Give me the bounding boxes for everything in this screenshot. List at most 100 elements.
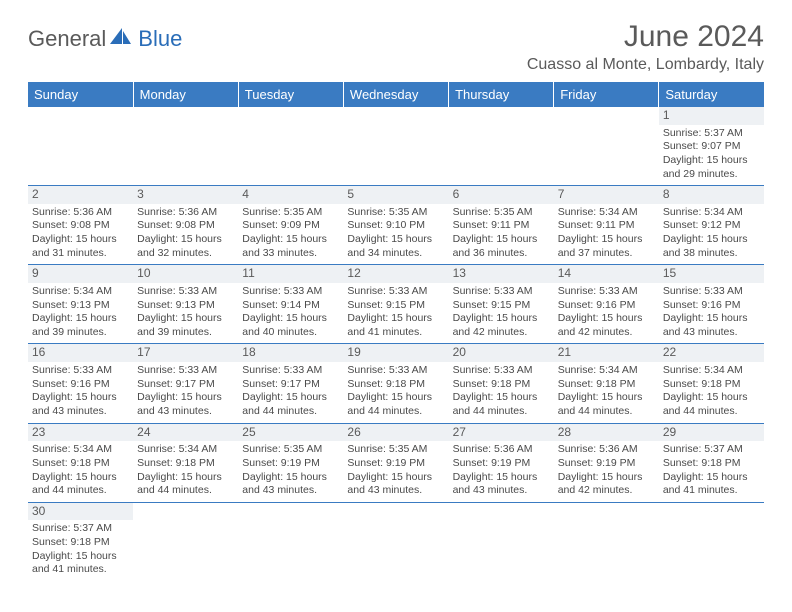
day-number: 5 [343, 186, 448, 204]
month-title: June 2024 [527, 20, 764, 54]
day-number: 15 [659, 265, 764, 283]
sunrise-line: Sunrise: 5:34 AM [663, 206, 760, 220]
day-cell: 12Sunrise: 5:33 AMSunset: 9:15 PMDayligh… [343, 265, 448, 344]
daylight-line: Daylight: 15 hours and 39 minutes. [137, 312, 234, 339]
daylight-line: Daylight: 15 hours and 29 minutes. [663, 154, 760, 181]
empty-cell [343, 107, 448, 186]
day-number: 21 [554, 344, 659, 362]
sunrise-line: Sunrise: 5:33 AM [453, 364, 550, 378]
day-cell: 30Sunrise: 5:37 AMSunset: 9:18 PMDayligh… [28, 502, 133, 581]
day-cell: 24Sunrise: 5:34 AMSunset: 9:18 PMDayligh… [133, 423, 238, 502]
sunset-line: Sunset: 9:18 PM [663, 378, 760, 392]
day-cell: 10Sunrise: 5:33 AMSunset: 9:13 PMDayligh… [133, 265, 238, 344]
sunset-line: Sunset: 9:18 PM [663, 457, 760, 471]
weekday-header: Wednesday [343, 82, 448, 107]
sunset-line: Sunset: 9:17 PM [242, 378, 339, 392]
logo-text-blue: Blue [138, 26, 182, 52]
daylight-line: Daylight: 15 hours and 40 minutes. [242, 312, 339, 339]
empty-cell [133, 502, 238, 581]
sunset-line: Sunset: 9:18 PM [453, 378, 550, 392]
day-cell: 21Sunrise: 5:34 AMSunset: 9:18 PMDayligh… [554, 344, 659, 423]
day-cell: 15 Sunrise: 5:33 AMSunset: 9:16 PMDayligh… [659, 265, 764, 344]
empty-cell [343, 502, 448, 581]
weekday-header: Thursday [449, 82, 554, 107]
daylight-line: Daylight: 15 hours and 36 minutes. [453, 233, 550, 260]
day-number: 2 [28, 186, 133, 204]
sunset-line: Sunset: 9:09 PM [242, 219, 339, 233]
empty-cell [238, 107, 343, 186]
daylight-line: Daylight: 15 hours and 33 minutes. [242, 233, 339, 260]
sunset-line: Sunset: 9:17 PM [137, 378, 234, 392]
calendar-row: 1Sunrise: 5:37 AMSunset: 9:07 PMDaylight… [28, 107, 764, 186]
sunrise-line: Sunrise: 5:33 AM [347, 364, 444, 378]
day-number: 13 [449, 265, 554, 283]
day-cell: 25Sunrise: 5:35 AMSunset: 9:19 PMDayligh… [238, 423, 343, 502]
weekday-header: Saturday [659, 82, 764, 107]
day-number: 28 [554, 424, 659, 442]
calendar-row: 23Sunrise: 5:34 AMSunset: 9:18 PMDayligh… [28, 423, 764, 502]
calendar-row: 16Sunrise: 5:33 AMSunset: 9:16 PMDayligh… [28, 344, 764, 423]
sunset-line: Sunset: 9:16 PM [663, 299, 760, 313]
sunset-line: Sunset: 9:08 PM [137, 219, 234, 233]
day-number: 17 [133, 344, 238, 362]
calendar-row: 2Sunrise: 5:36 AMSunset: 9:08 PMDaylight… [28, 186, 764, 265]
sunset-line: Sunset: 9:15 PM [347, 299, 444, 313]
weekday-header: Tuesday [238, 82, 343, 107]
calendar-row: 30Sunrise: 5:37 AMSunset: 9:18 PMDayligh… [28, 502, 764, 581]
day-cell: 19Sunrise: 5:33 AMSunset: 9:18 PMDayligh… [343, 344, 448, 423]
day-number: 24 [133, 424, 238, 442]
daylight-line: Daylight: 15 hours and 43 minutes. [32, 391, 129, 418]
sunrise-line: Sunrise: 5:33 AM [453, 285, 550, 299]
sunset-line: Sunset: 9:13 PM [137, 299, 234, 313]
weekday-header: Friday [554, 82, 659, 107]
daylight-line: Daylight: 15 hours and 31 minutes. [32, 233, 129, 260]
daylight-line: Daylight: 15 hours and 43 minutes. [347, 471, 444, 498]
daylight-line: Daylight: 15 hours and 43 minutes. [453, 471, 550, 498]
day-cell: 22Sunrise: 5:34 AMSunset: 9:18 PMDayligh… [659, 344, 764, 423]
day-number: 23 [28, 424, 133, 442]
daylight-line: Daylight: 15 hours and 42 minutes. [453, 312, 550, 339]
sunrise-line: Sunrise: 5:35 AM [347, 206, 444, 220]
day-number: 25 [238, 424, 343, 442]
daylight-line: Daylight: 15 hours and 43 minutes. [663, 312, 760, 339]
day-number: 26 [343, 424, 448, 442]
sunset-line: Sunset: 9:18 PM [137, 457, 234, 471]
day-cell: 11Sunrise: 5:33 AMSunset: 9:14 PMDayligh… [238, 265, 343, 344]
sunrise-line: Sunrise: 5:36 AM [137, 206, 234, 220]
sunrise-line: Sunrise: 5:34 AM [558, 364, 655, 378]
sunset-line: Sunset: 9:16 PM [32, 378, 129, 392]
logo-text-general: General [28, 26, 106, 52]
day-cell: 4Sunrise: 5:35 AMSunset: 9:09 PMDaylight… [238, 186, 343, 265]
sunrise-line: Sunrise: 5:34 AM [558, 206, 655, 220]
daylight-line: Daylight: 15 hours and 38 minutes. [663, 233, 760, 260]
sunrise-line: Sunrise: 5:33 AM [663, 285, 760, 299]
daylight-line: Daylight: 15 hours and 32 minutes. [137, 233, 234, 260]
day-cell: 1Sunrise: 5:37 AMSunset: 9:07 PMDaylight… [659, 107, 764, 186]
day-number: 14 [554, 265, 659, 283]
sunset-line: Sunset: 9:18 PM [32, 536, 129, 550]
sunset-line: Sunset: 9:18 PM [347, 378, 444, 392]
daylight-line: Daylight: 15 hours and 44 minutes. [347, 391, 444, 418]
sunrise-line: Sunrise: 5:34 AM [137, 443, 234, 457]
sunset-line: Sunset: 9:16 PM [558, 299, 655, 313]
empty-cell [133, 107, 238, 186]
day-cell: 28Sunrise: 5:36 AMSunset: 9:19 PMDayligh… [554, 423, 659, 502]
sunset-line: Sunset: 9:10 PM [347, 219, 444, 233]
sunrise-line: Sunrise: 5:35 AM [242, 443, 339, 457]
empty-cell [554, 502, 659, 581]
day-cell: 20Sunrise: 5:33 AMSunset: 9:18 PMDayligh… [449, 344, 554, 423]
sunrise-line: Sunrise: 5:35 AM [453, 206, 550, 220]
day-number: 18 [238, 344, 343, 362]
empty-cell [28, 107, 133, 186]
day-cell: 29Sunrise: 5:37 AMSunset: 9:18 PMDayligh… [659, 423, 764, 502]
day-number: 20 [449, 344, 554, 362]
sunset-line: Sunset: 9:19 PM [558, 457, 655, 471]
empty-cell [554, 107, 659, 186]
daylight-line: Daylight: 15 hours and 44 minutes. [663, 391, 760, 418]
sunrise-line: Sunrise: 5:33 AM [137, 364, 234, 378]
weekday-header-row: SundayMondayTuesdayWednesdayThursdayFrid… [28, 82, 764, 107]
day-number: 29 [659, 424, 764, 442]
day-cell: 23Sunrise: 5:34 AMSunset: 9:18 PMDayligh… [28, 423, 133, 502]
daylight-line: Daylight: 15 hours and 39 minutes. [32, 312, 129, 339]
day-number: 30 [28, 503, 133, 521]
